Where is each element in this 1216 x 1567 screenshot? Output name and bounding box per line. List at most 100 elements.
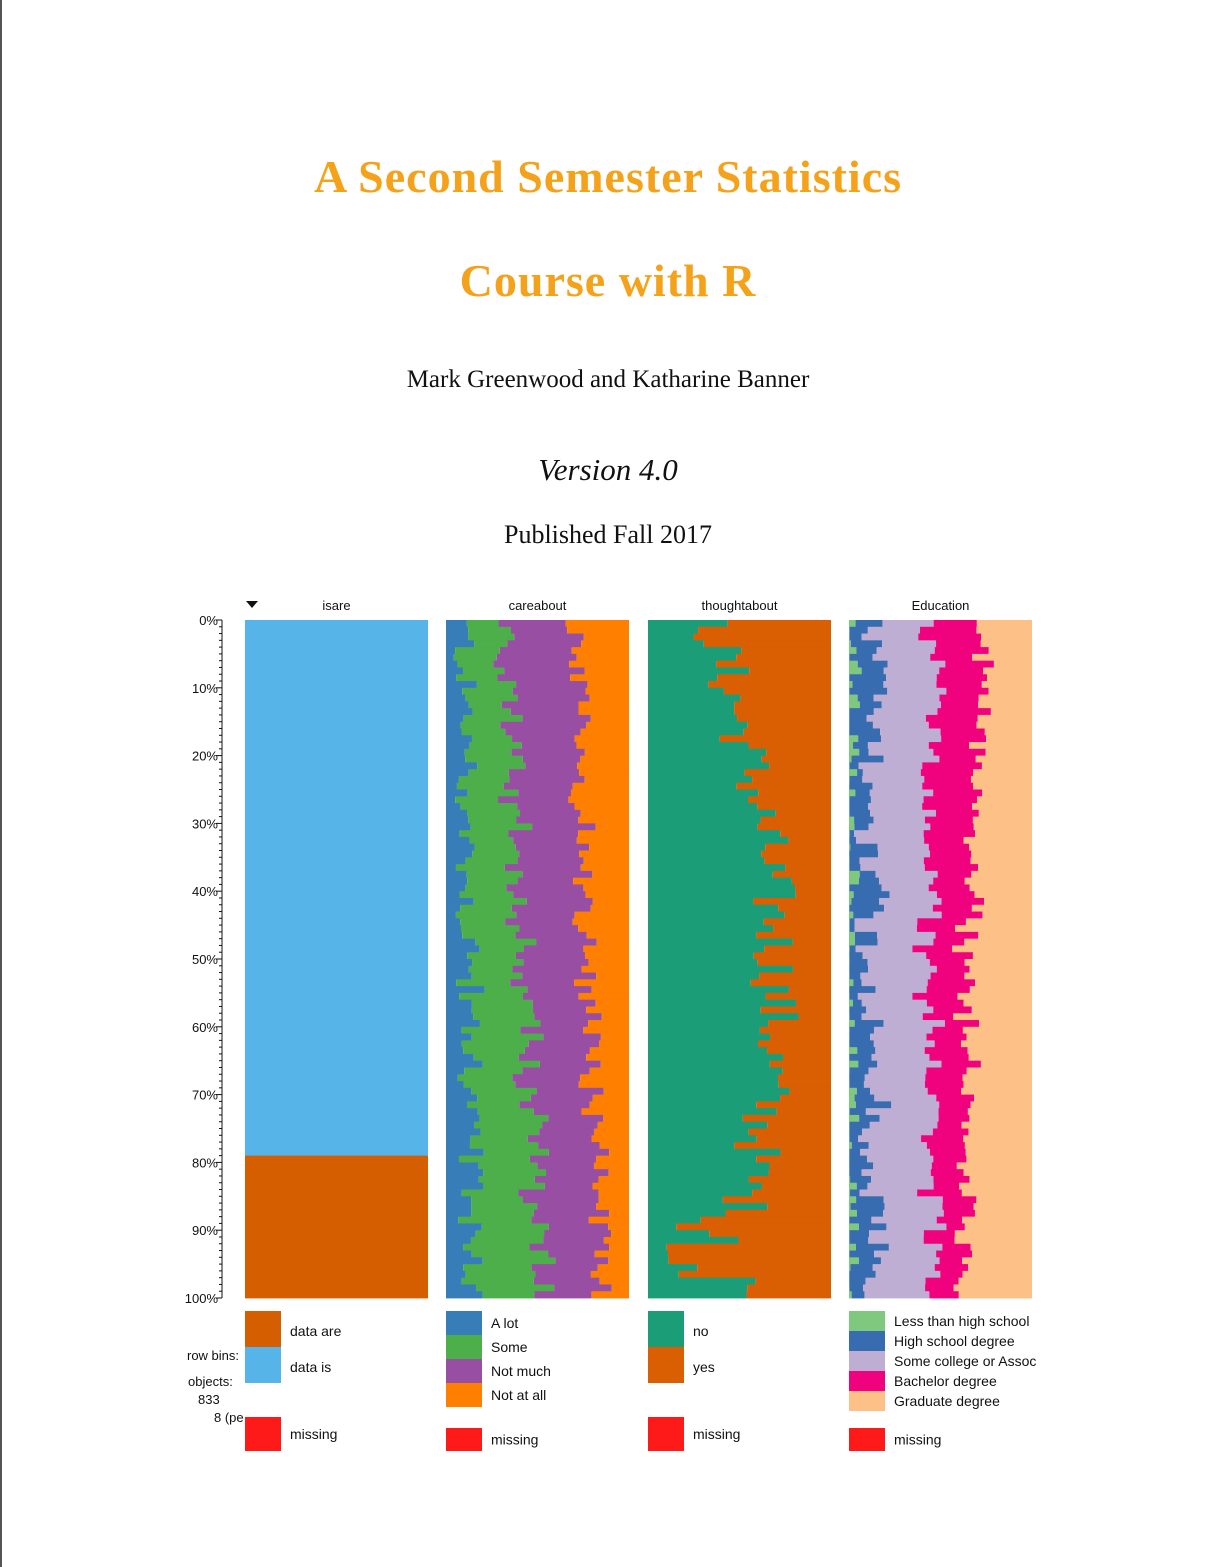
- bar-isare-bin-26-1: [245, 796, 428, 804]
- bar-Education-bin-34-3: [930, 850, 972, 858]
- bar-Education-bin-11-2: [873, 694, 940, 702]
- bar-Education-bin-57-3: [933, 1006, 972, 1014]
- bar-Education-bin-41-3: [941, 897, 985, 906]
- bar-Education-bin-5-2: [872, 653, 931, 662]
- bar-thoughtabout-bin-51-0: [648, 965, 793, 973]
- bar-Education-bin-27-2: [868, 803, 923, 811]
- bar-careabout-bin-52-1: [471, 972, 523, 980]
- bar-careabout-bin-58-0: [446, 1013, 474, 1021]
- bar-careabout-bin-17-3: [574, 735, 629, 743]
- bar-careabout-bin-54-1: [484, 986, 528, 994]
- bar-Education-bin-51-0: [849, 965, 850, 973]
- legend-swatch-isare-1: [245, 1347, 281, 1383]
- bar-isare-bin-48-1: [245, 945, 428, 953]
- bar-Education-bin-14-2: [866, 714, 926, 723]
- bar-Education-bin-49-2: [862, 952, 927, 960]
- bar-careabout-bin-92-3: [609, 1243, 629, 1251]
- bar-Education-bin-57-2: [866, 1006, 934, 1014]
- bar-careabout-bin-12-0: [446, 701, 469, 709]
- bar-Education-bin-84-2: [859, 1189, 918, 1197]
- bar-thoughtabout-bin-75-1: [748, 1128, 831, 1136]
- legend-swatch-careabout-0: [446, 1311, 482, 1335]
- bar-isare-bin-21-1: [245, 762, 428, 770]
- bar-Education-bin-58-3: [922, 1013, 954, 1021]
- bar-Education-bin-53-3: [927, 979, 976, 987]
- bar-Education-bin-21-3: [922, 762, 982, 770]
- bar-careabout-bin-39-3: [583, 884, 629, 892]
- bar-careabout-bin-42-2: [511, 904, 591, 912]
- bar-thoughtabout-bin-31-0: [648, 830, 781, 838]
- bar-Education-bin-91-0: [849, 1236, 850, 1245]
- bar-isare-bin-32-1: [245, 836, 428, 845]
- bar-thoughtabout-bin-32-1: [788, 836, 831, 845]
- bar-Education-bin-62-2: [873, 1040, 935, 1048]
- bar-Education-bin-42-1: [849, 904, 885, 912]
- bar-Education-bin-97-2: [865, 1277, 926, 1285]
- bar-Education-bin-30-0: [849, 823, 855, 831]
- bar-careabout-bin-24-2: [503, 782, 573, 790]
- bar-Education-bin-79-4: [966, 1155, 1032, 1163]
- legend-label-isare-1: data is: [290, 1359, 331, 1375]
- bar-Education-bin-42-4: [971, 904, 1032, 912]
- bar-careabout-bin-3-1: [474, 640, 508, 648]
- bar-Education-bin-11-0: [849, 694, 858, 702]
- bar-careabout-bin-9-2: [516, 681, 588, 689]
- bar-careabout-bin-10-2: [512, 687, 586, 695]
- bar-Education-bin-64-2: [871, 1053, 930, 1062]
- bar-Education-bin-14-3: [925, 714, 978, 723]
- bar-careabout-bin-13-2: [510, 708, 579, 716]
- bar-isare-bin-71-1: [245, 1101, 428, 1109]
- bar-thoughtabout-bin-56-1: [795, 999, 831, 1007]
- bar-careabout-bin-34-0: [446, 850, 473, 858]
- bar-careabout-bin-23-0: [446, 775, 459, 784]
- bar-Education-bin-0-2: [882, 620, 934, 628]
- bar-careabout-bin-0-1: [466, 620, 499, 628]
- bar-isare-bin-39-1: [245, 884, 428, 892]
- bar-careabout-bin-60-2: [520, 1026, 584, 1034]
- bar-Education-bin-48-3: [912, 945, 953, 953]
- bar-Education-bin-64-3: [929, 1053, 969, 1062]
- bar-Education-bin-75-4: [968, 1128, 1032, 1136]
- bar-Education-bin-66-2: [868, 1067, 927, 1075]
- bar-Education-bin-10-0: [849, 687, 850, 695]
- bar-careabout-bin-75-3: [593, 1128, 629, 1136]
- column-bars-isare: [245, 620, 428, 1299]
- bar-careabout-bin-91-0: [446, 1236, 471, 1245]
- bar-thoughtabout-bin-34-0: [648, 850, 762, 858]
- bar-careabout-bin-21-0: [446, 762, 478, 770]
- bar-careabout-bin-8-3: [570, 674, 629, 682]
- bar-Education-bin-15-0: [849, 721, 850, 729]
- bar-thoughtabout-bin-13-1: [734, 708, 831, 716]
- bar-careabout-bin-93-0: [446, 1250, 472, 1258]
- bar-Education-bin-11-3: [939, 694, 979, 702]
- bar-thoughtabout-bin-2-0: [648, 633, 694, 641]
- bar-thoughtabout-bin-53-1: [750, 979, 831, 987]
- bar-Education-bin-85-3: [942, 1196, 977, 1204]
- bar-Education-bin-32-2: [856, 836, 925, 845]
- bar-careabout-bin-32-2: [513, 836, 577, 845]
- bar-Education-bin-44-4: [965, 918, 1032, 926]
- bar-careabout-bin-97-1: [461, 1277, 534, 1285]
- bar-careabout-bin-12-3: [578, 701, 629, 709]
- bar-careabout-bin-93-3: [594, 1250, 629, 1258]
- bar-careabout-bin-61-3: [600, 1033, 629, 1041]
- bar-Education-bin-70-3: [936, 1094, 975, 1102]
- bar-Education-bin-43-0: [849, 911, 854, 919]
- bar-careabout-bin-70-1: [477, 1094, 531, 1102]
- bar-Education-bin-43-3: [941, 911, 983, 919]
- bar-Education-bin-85-0: [849, 1196, 857, 1204]
- bar-isare-bin-0-1: [245, 620, 428, 628]
- bar-thoughtabout-bin-26-1: [748, 796, 831, 804]
- bar-Education-bin-72-0: [849, 1108, 850, 1116]
- bar-Education-bin-48-0: [849, 945, 850, 953]
- bar-thoughtabout-bin-16-0: [648, 728, 744, 736]
- bar-thoughtabout-bin-34-1: [761, 850, 831, 858]
- bar-careabout-bin-70-3: [592, 1094, 629, 1102]
- bar-thoughtabout-bin-6-0: [648, 660, 717, 668]
- bar-Education-bin-25-0: [849, 789, 856, 797]
- bar-careabout-bin-81-1: [483, 1169, 547, 1177]
- bar-thoughtabout-bin-74-0: [648, 1121, 768, 1129]
- bar-careabout-bin-9-3: [587, 681, 629, 689]
- bar-careabout-bin-25-3: [570, 789, 629, 797]
- bar-careabout-bin-37-1: [466, 870, 523, 879]
